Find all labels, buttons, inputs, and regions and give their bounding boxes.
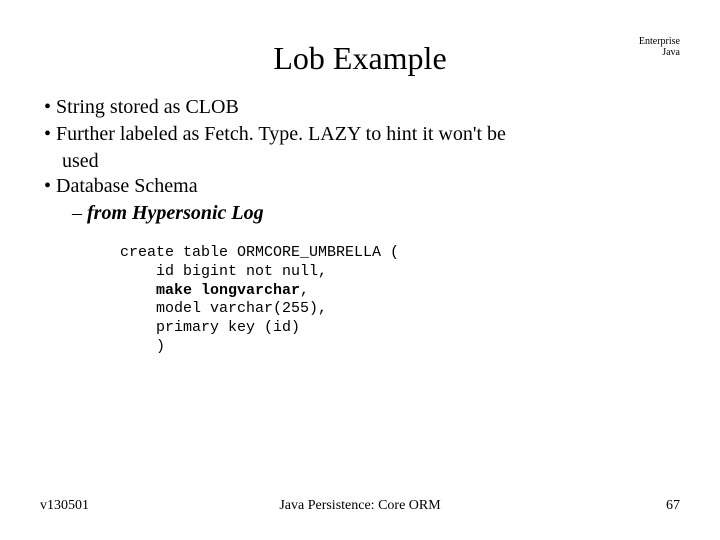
code-l3a [120, 282, 156, 299]
slide: Enterprise Java Lob Example String store… [0, 0, 720, 540]
page-title: Lob Example [40, 40, 680, 77]
footer-version: v130501 [40, 498, 89, 514]
sub-bullet-1: from Hypersonic Log [72, 201, 680, 226]
footer: v130501 Java Persistence: Core ORM 67 [40, 498, 680, 514]
bullet-1: String stored as CLOB [44, 95, 680, 120]
sub-bullet-1-text: from Hypersonic Log [87, 202, 264, 224]
code-l6: ) [120, 338, 165, 355]
bullet-3: Database Schema [44, 174, 680, 199]
bullet-list: String stored as CLOB Further labeled as… [44, 95, 680, 226]
code-l2: id bigint not null, [120, 263, 327, 280]
bullet-2-wrap: used [44, 149, 680, 174]
header-row: Lob Example [40, 40, 680, 77]
bullet-2: Further labeled as Fetch. Type. LAZY to … [44, 122, 680, 147]
footer-page-number: 67 [666, 498, 680, 514]
code-l1: create table ORMCORE_UMBRELLA ( [120, 244, 399, 261]
code-block: create table ORMCORE_UMBRELLA ( id bigin… [120, 244, 680, 357]
code-l4: model varchar(255), [120, 300, 327, 317]
code-l3c: , [300, 282, 309, 299]
code-l5: primary key (id) [120, 319, 300, 336]
sub-list: from Hypersonic Log [72, 201, 680, 226]
footer-title: Java Persistence: Core ORM [279, 498, 440, 514]
code-l3b: make longvarchar [156, 282, 300, 299]
